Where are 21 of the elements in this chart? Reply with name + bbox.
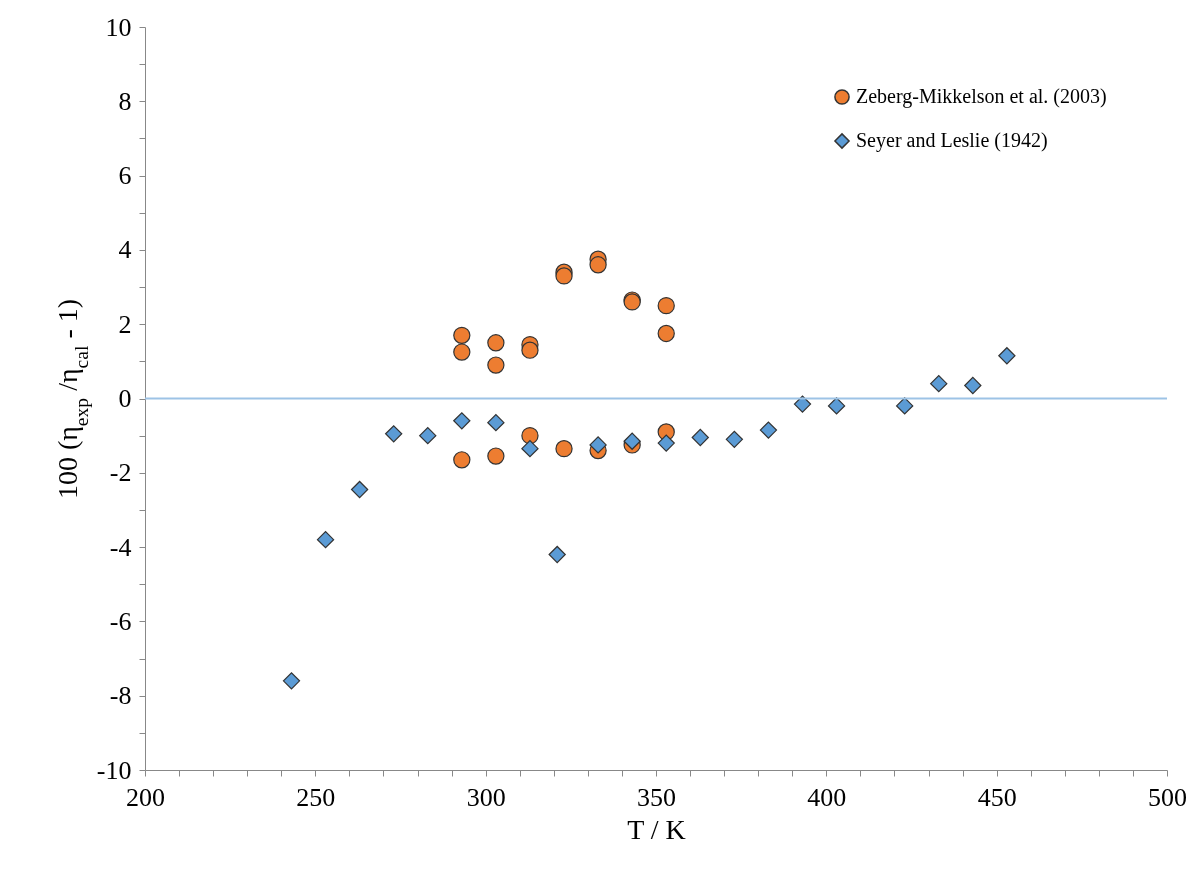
x-tick-label: 300 bbox=[466, 782, 506, 812]
x-tick-label: 400 bbox=[807, 782, 847, 812]
x-tick-label: 200 bbox=[126, 782, 165, 812]
y-tick-label: -8 bbox=[109, 681, 132, 711]
y-tick-label: 8 bbox=[118, 86, 132, 116]
y-tick-label: -6 bbox=[109, 606, 132, 636]
y-tick-label: 10 bbox=[105, 12, 132, 42]
y-tick-label: 4 bbox=[118, 235, 132, 265]
legend-label: Seyer and Leslie (1942) bbox=[856, 129, 1048, 152]
x-tick-label: 250 bbox=[296, 782, 336, 812]
legend-label: Zeberg-Mikkelson et al. (2003) bbox=[856, 85, 1107, 108]
x-axis-title: T / K bbox=[627, 813, 686, 845]
x-tick-label: 450 bbox=[977, 782, 1017, 812]
y-tick-label: -4 bbox=[109, 532, 132, 562]
x-tick-label: 500 bbox=[1148, 782, 1187, 812]
y-tick-label: -10 bbox=[96, 755, 132, 785]
y-tick-label: 6 bbox=[118, 161, 132, 191]
y-tick-label: 0 bbox=[118, 384, 132, 413]
y-tick-label: 2 bbox=[118, 309, 132, 339]
y-tick-label: -2 bbox=[109, 458, 132, 488]
x-tick-label: 350 bbox=[637, 782, 676, 812]
